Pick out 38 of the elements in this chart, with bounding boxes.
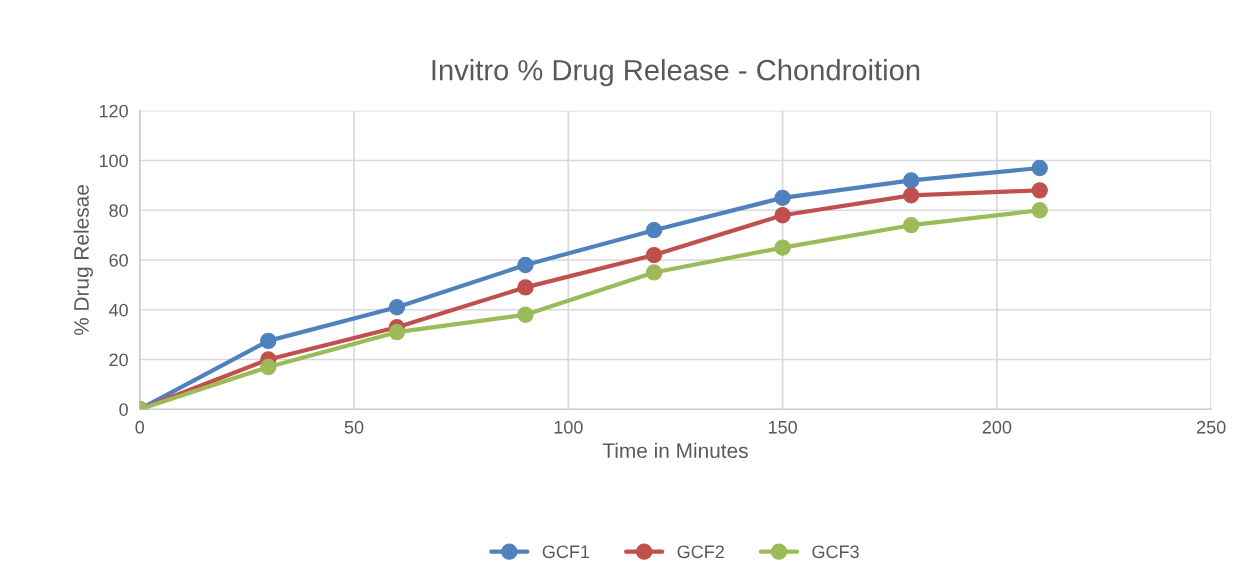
point xyxy=(903,172,920,189)
legend-label: GCF3 xyxy=(812,545,859,559)
point xyxy=(260,358,277,376)
point xyxy=(774,207,791,224)
point xyxy=(517,256,534,274)
y-tick-label: 120 xyxy=(99,104,128,118)
x-tick-label: 200 xyxy=(982,420,1012,434)
point xyxy=(1031,202,1048,219)
point xyxy=(260,332,277,350)
x-tick-label: 50 xyxy=(344,420,364,434)
y-tick-label: 0 xyxy=(119,403,128,416)
x-tick-label: 100 xyxy=(554,420,583,434)
y-tick-label: 20 xyxy=(109,353,128,367)
point xyxy=(774,239,791,256)
y-tick-label: 40 xyxy=(108,303,128,317)
point xyxy=(774,189,791,206)
point xyxy=(645,246,663,264)
legend-label: GCF1 xyxy=(542,545,590,559)
point xyxy=(388,324,406,341)
y-tick-label: 60 xyxy=(109,253,128,267)
x-tick-label: 150 xyxy=(768,420,797,434)
point xyxy=(645,264,663,281)
y-tick-label: 80 xyxy=(109,204,128,217)
point xyxy=(517,306,534,323)
point xyxy=(1031,159,1048,177)
chart-title: Invitro % Drug Release - Chondroition xyxy=(432,59,920,87)
x-tick-label: 0 xyxy=(135,420,145,434)
point xyxy=(517,279,534,296)
legend-label: GCF2 xyxy=(677,545,724,559)
y-tick-label: 100 xyxy=(99,154,128,168)
point xyxy=(903,187,920,204)
x-axis-title: Time in Minutes xyxy=(602,442,748,459)
point xyxy=(388,299,406,316)
point xyxy=(903,217,920,234)
point xyxy=(1031,182,1048,199)
x-tick-label: 250 xyxy=(1197,420,1226,434)
point xyxy=(645,222,663,239)
y-axis-title: % Drug Relesae xyxy=(73,185,93,336)
